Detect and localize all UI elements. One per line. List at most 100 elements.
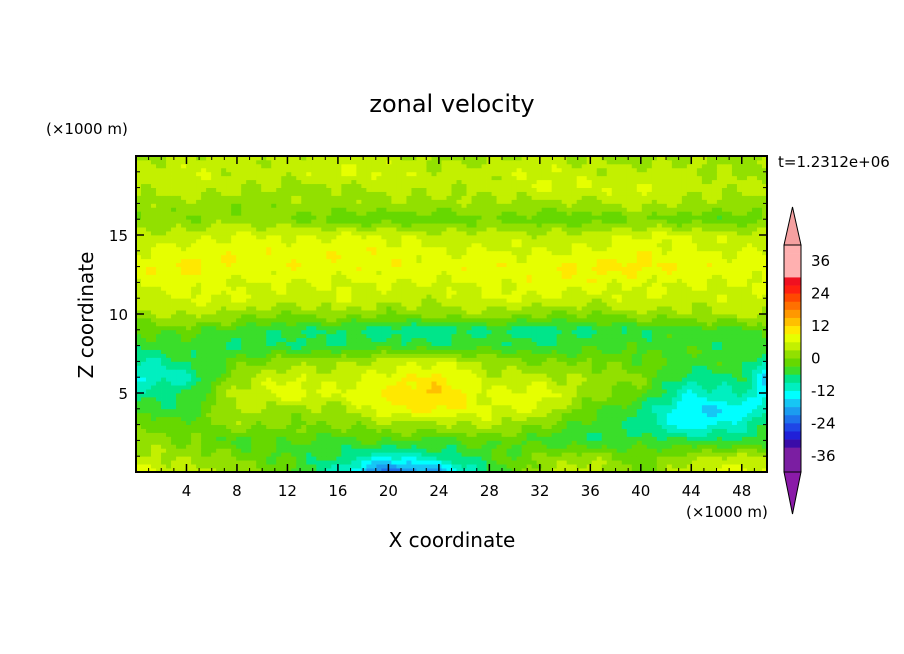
heatmap-cell: [231, 317, 237, 323]
heatmap-cell: [146, 460, 152, 465]
heatmap-cell: [256, 456, 262, 461]
heatmap-cell: [701, 416, 708, 422]
heatmap-cell: [401, 345, 407, 350]
heatmap-cell: [396, 460, 402, 465]
heatmap-cell: [161, 381, 167, 386]
heatmap-cell: [391, 420, 397, 425]
heatmap-cell: [271, 416, 277, 422]
heatmap-cell: [181, 317, 187, 323]
heatmap-cell: [471, 321, 477, 327]
heatmap-cell: [236, 337, 242, 343]
heatmap-cell: [326, 369, 332, 374]
heatmap-cell: [176, 321, 182, 327]
heatmap-cell: [356, 369, 362, 374]
heatmap-cell: [276, 325, 282, 331]
heatmap-cell: [186, 428, 192, 433]
heatmap-cell: [491, 452, 497, 457]
heatmap-cell: [151, 341, 157, 346]
heatmap-cell: [756, 396, 763, 402]
heatmap-cell: [606, 420, 613, 425]
heatmap-cell: [451, 444, 457, 449]
heatmap-cell: [686, 369, 693, 374]
heatmap-cell: [516, 428, 523, 433]
heatmap-cell: [446, 400, 452, 406]
heatmap-cell: [641, 377, 648, 382]
heatmap-cell: [696, 321, 703, 327]
heatmap-cell: [746, 424, 753, 429]
heatmap-cell: [166, 432, 172, 437]
heatmap-cell: [151, 321, 157, 327]
heatmap-cell: [701, 432, 708, 437]
heatmap-cell: [611, 436, 618, 441]
heatmap-cell: [411, 440, 417, 445]
heatmap-cell: [711, 361, 718, 366]
heatmap-cell: [396, 444, 402, 449]
heatmap-cell: [601, 353, 608, 358]
heatmap-cell: [601, 448, 608, 453]
heatmap-cell: [606, 412, 613, 418]
heatmap-cell: [641, 389, 648, 394]
heatmap-cell: [171, 321, 177, 327]
heatmap-cell: [146, 448, 152, 453]
heatmap-cell: [161, 444, 167, 449]
heatmap-cell: [546, 420, 553, 425]
heatmap-cell: [196, 333, 202, 339]
heatmap-cell: [736, 337, 743, 343]
heatmap-cell: [601, 428, 608, 433]
heatmap-cell: [241, 460, 247, 465]
heatmap-cell: [151, 456, 157, 461]
heatmap-cell: [296, 353, 302, 358]
heatmap-cell: [406, 464, 412, 469]
heatmap-cell: [291, 317, 297, 323]
heatmap-cell: [356, 468, 362, 473]
heatmap-cell: [536, 456, 543, 461]
heatmap-cell: [416, 381, 422, 386]
heatmap-cell: [481, 456, 487, 461]
heatmap-cell: [391, 381, 397, 386]
heatmap-cell: [741, 464, 748, 469]
heatmap-cell: [286, 385, 292, 390]
heatmap-cell: [381, 448, 387, 453]
heatmap-cell: [731, 349, 738, 354]
heatmap-cell: [181, 404, 187, 410]
heatmap-cell: [441, 408, 447, 414]
heatmap-cell: [356, 333, 362, 339]
heatmap-cell: [386, 329, 392, 335]
heatmap-cell: [416, 361, 422, 366]
heatmap-cell: [406, 448, 412, 453]
heatmap-cell: [456, 412, 462, 418]
heatmap-cell: [506, 400, 512, 406]
heatmap-cell: [221, 448, 227, 453]
heatmap-cell: [691, 357, 698, 362]
heatmap-cell: [636, 337, 643, 343]
heatmap-cell: [376, 452, 382, 457]
heatmap-cell: [466, 357, 472, 362]
heatmap-cell: [281, 408, 287, 414]
heatmap-cell: [681, 396, 688, 402]
heatmap-cell: [726, 365, 733, 370]
heatmap-cell: [671, 333, 678, 339]
heatmap-cell: [666, 389, 673, 394]
heatmap-cell: [481, 464, 487, 469]
heatmap-cell: [491, 408, 497, 414]
heatmap-cell: [446, 369, 452, 374]
heatmap-cell: [656, 357, 663, 362]
heatmap-cell: [256, 345, 262, 350]
heatmap-cell: [541, 389, 548, 394]
heatmap-cell: [746, 357, 753, 362]
heatmap-cell: [721, 464, 728, 469]
heatmap-cell: [241, 317, 247, 323]
heatmap-cell: [606, 393, 613, 398]
heatmap-cell: [316, 400, 322, 406]
heatmap-cell: [311, 337, 317, 343]
heatmap-cell: [596, 428, 603, 433]
heatmap-cell: [361, 412, 367, 418]
heatmap-cell: [301, 373, 307, 378]
heatmap-cell: [446, 424, 452, 429]
heatmap-cell: [246, 412, 252, 418]
heatmap-cell: [336, 428, 342, 433]
heatmap-cell: [481, 381, 487, 386]
heatmap-cell: [636, 361, 643, 366]
heatmap-cell: [236, 408, 242, 414]
heatmap-cell: [266, 325, 272, 331]
